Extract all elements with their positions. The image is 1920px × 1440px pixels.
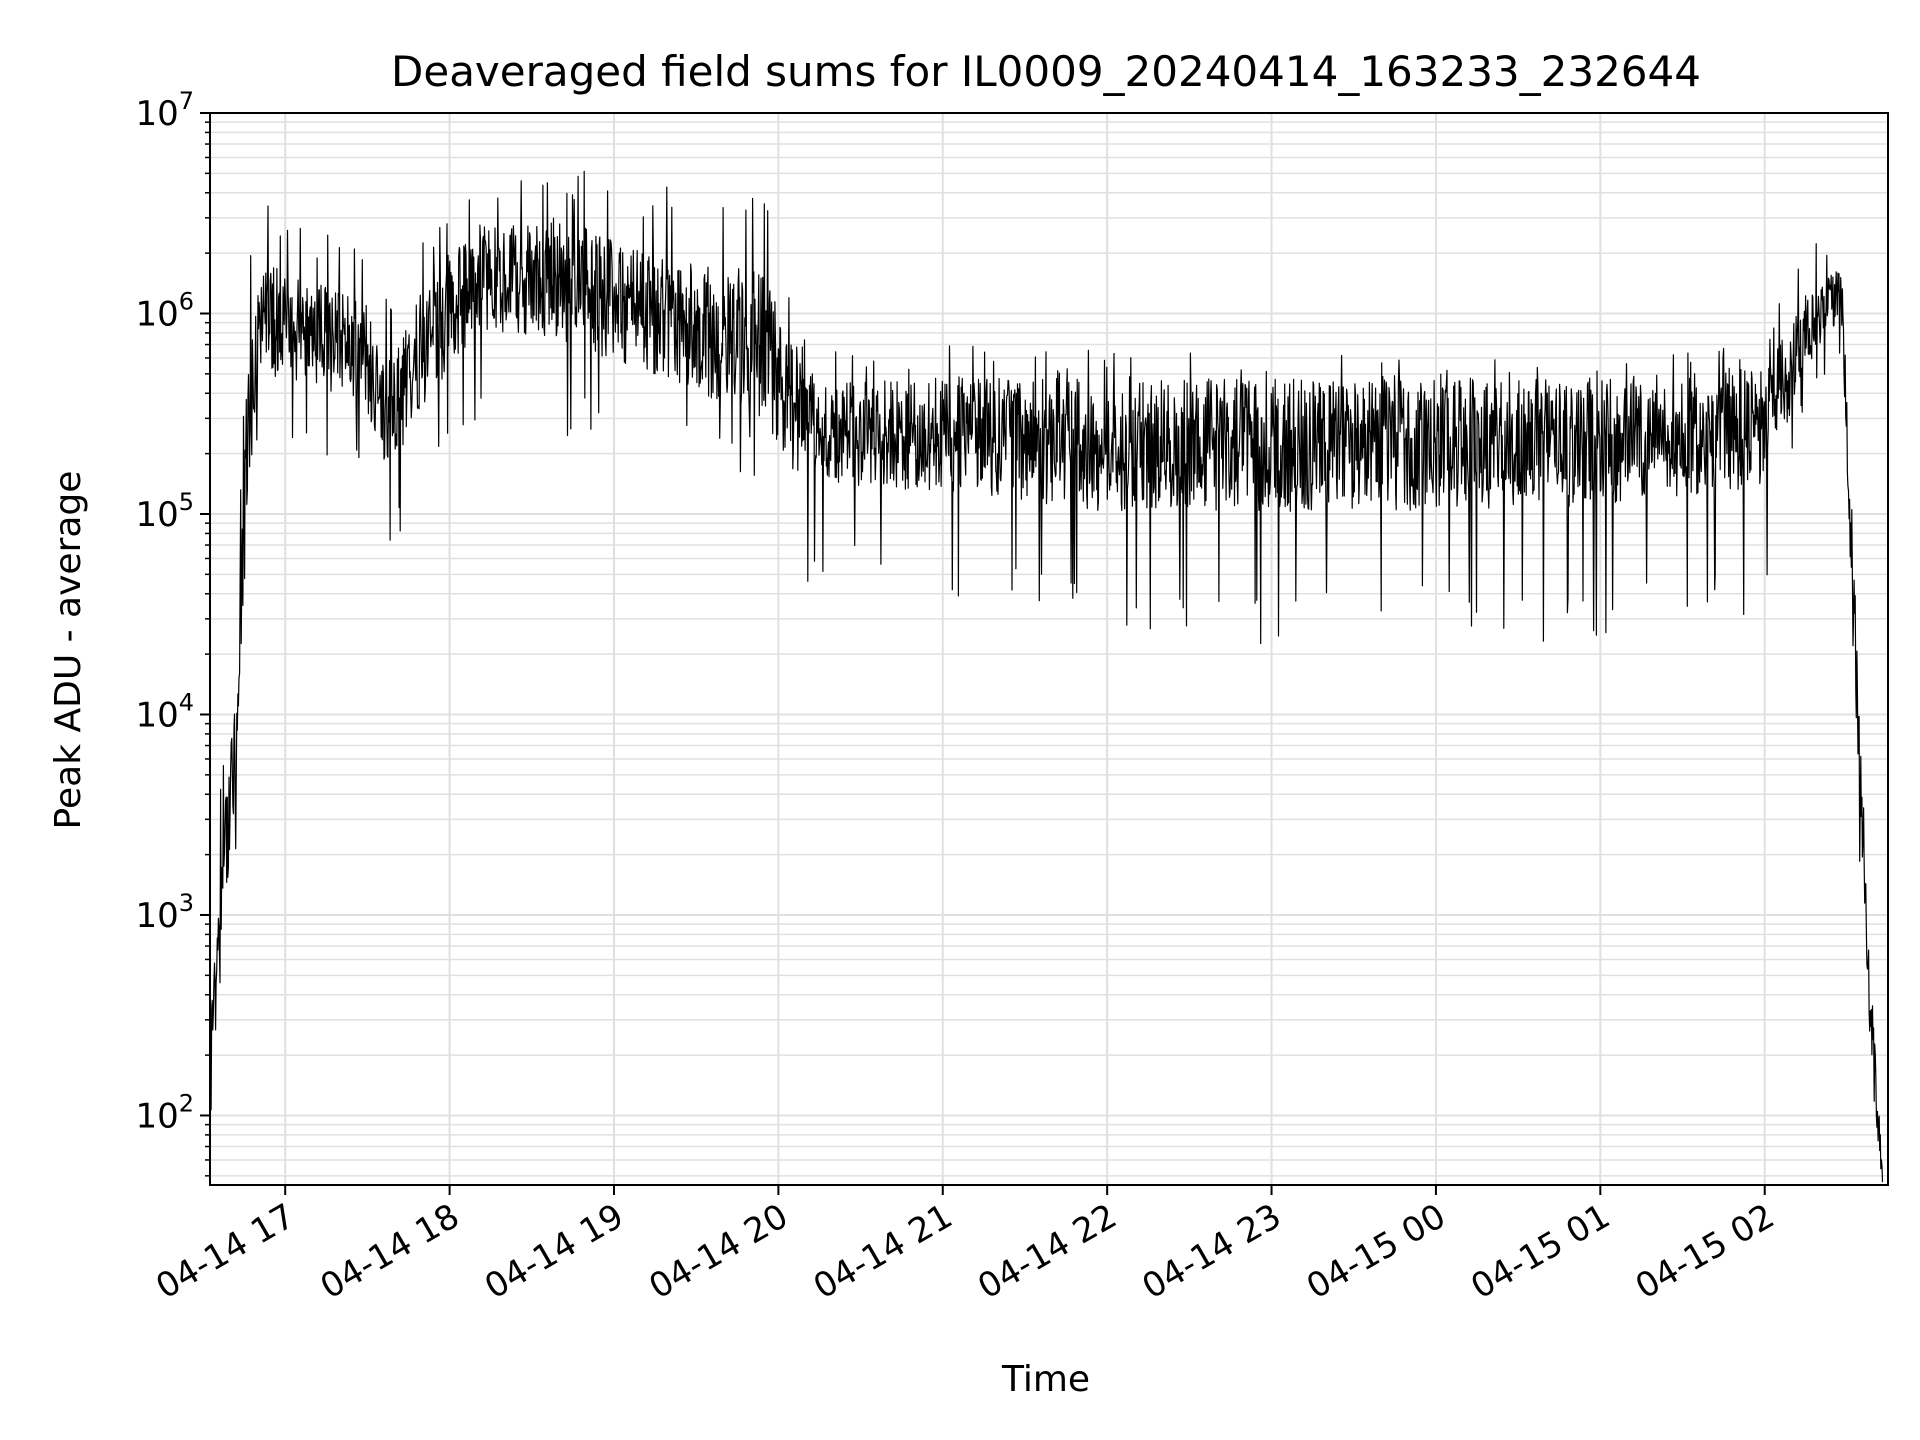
series-line (209, 170, 1884, 1183)
grid (210, 112, 1888, 1185)
plot-frame (209, 112, 1889, 1186)
chart-title: Deaveraged field sums for IL0009_2024041… (391, 47, 1701, 96)
y-tick-label: 107 (135, 87, 194, 134)
y-axis-title: Peak ADU - average (48, 471, 89, 830)
y-tick-label: 102 (135, 1089, 194, 1136)
series-path (209, 170, 1884, 1183)
y-tick-label: 103 (135, 889, 194, 936)
y-tick-label: 105 (135, 488, 194, 535)
x-axis-title: Time (1001, 1359, 1090, 1400)
y-tick-label: 106 (135, 287, 194, 334)
y-tick-label: 104 (135, 688, 194, 735)
